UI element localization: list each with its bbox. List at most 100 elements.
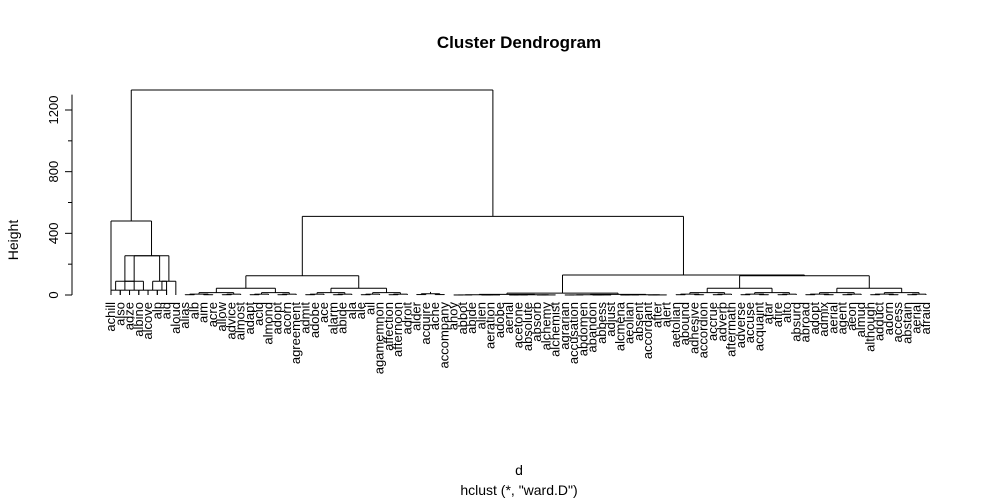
leaf-label: admix <box>816 302 831 337</box>
leaf-label: aerial <box>909 302 924 334</box>
leaf-label: aim <box>196 302 211 323</box>
leaf-label: advice <box>223 302 238 340</box>
leaf-label: afraid <box>918 302 933 335</box>
leaf-label: admit <box>297 302 312 334</box>
leaf-label: adopt <box>270 302 285 335</box>
leaf-label: accordion <box>696 302 711 358</box>
leaf-label: ala <box>344 301 359 319</box>
leaf-label: abide <box>335 302 350 334</box>
leaf-label: aeration <box>483 302 498 349</box>
leaf-label: abbess <box>594 302 609 344</box>
leaf-label: alcmena <box>612 301 627 351</box>
leaf-label: adorn <box>881 302 896 335</box>
leaf-label: abide <box>464 302 479 334</box>
leaf-label: accrue <box>705 302 720 341</box>
leaf-label: ahoy <box>446 302 461 331</box>
leaf-label: accordant <box>640 302 655 359</box>
dendrogram-tree <box>110 89 927 296</box>
leaf-label: acid <box>251 302 266 326</box>
leaf-label: alert <box>659 302 674 328</box>
leaf-label: adze <box>122 302 137 330</box>
leaf-label: accuse <box>742 302 757 343</box>
leaf-label: abound <box>677 302 692 345</box>
leaf-label: achill <box>103 302 118 332</box>
leaf-label: acre <box>205 302 220 327</box>
leaf-label: adobe <box>492 302 507 338</box>
leaf-label: adapt <box>242 302 257 335</box>
leaf-label: accusation <box>566 302 581 364</box>
leaf-label: albino <box>131 302 146 337</box>
y-axis-label: Height <box>5 220 21 261</box>
leaf-label: aeolian <box>622 302 637 344</box>
leaf-label: adverse <box>733 302 748 348</box>
leaf-label: aetolian <box>668 302 683 348</box>
leaf-label: ache <box>427 302 442 330</box>
leaf-label: abbot <box>455 302 470 335</box>
leaf-label: aeon <box>844 302 859 331</box>
leaf-label: after <box>649 301 664 328</box>
leaf-label: absolute <box>520 302 535 351</box>
leaf-label: also <box>112 302 127 326</box>
leaf-label: abdomen <box>575 302 590 356</box>
leaf-label: acquaint <box>751 302 766 352</box>
chart-title: Cluster Dendrogram <box>437 33 601 52</box>
leaf-label: adroit <box>399 302 414 335</box>
x-axis-label: d <box>515 462 523 478</box>
leaf-label: alien <box>473 302 488 329</box>
leaf-label: absurd <box>788 302 803 342</box>
leaf-label: alarm <box>325 302 340 335</box>
leaf-label: adjust <box>603 302 618 337</box>
leaf-label: although <box>862 302 877 352</box>
leaf-label: afternoon <box>390 302 405 357</box>
leaf-label: alias <box>177 302 192 329</box>
leaf-label: affection <box>381 302 396 351</box>
leaf-label: alp <box>149 302 164 319</box>
leaf-label: almud <box>853 302 868 337</box>
leaf-label: aerial <box>501 302 516 334</box>
subtitle: hclust (*, "ward.D") <box>460 482 577 498</box>
leaf-label: alb <box>186 302 201 319</box>
leaf-label: aid <box>159 302 174 319</box>
y-tick-label: 0 <box>46 291 61 298</box>
leaf-label: alchemist <box>548 302 563 357</box>
leaf-label: access <box>890 302 905 343</box>
leaf-label: abandon <box>585 302 600 353</box>
leaf-label: almond <box>260 302 275 345</box>
leaf-label: adverb <box>714 302 729 342</box>
y-tick-label: 400 <box>46 222 61 244</box>
leaf-label: aftermath <box>724 302 739 357</box>
leaf-label: agamemnon <box>372 302 387 374</box>
y-tick-label: 800 <box>46 161 61 183</box>
leaf-label: adopt <box>807 302 822 335</box>
leaf-label: accompany <box>436 302 451 369</box>
leaf-label: ale <box>353 302 368 319</box>
leaf-label: aloud <box>168 302 183 334</box>
leaf-label: afar <box>761 301 776 324</box>
leaf-label: absent <box>631 302 646 341</box>
y-axis: 0 400 800 1200 <box>46 94 73 299</box>
leaf-label: abstain <box>899 302 914 344</box>
leaf-label: alcove <box>140 302 155 340</box>
leaf-label: alchemy <box>538 302 553 351</box>
leaf-label: ail <box>362 302 377 315</box>
leaf-label: allow <box>214 301 229 331</box>
leaf-label: agent <box>835 302 850 335</box>
y-tick-label: 1200 <box>46 96 61 125</box>
leaf-label: alder <box>409 301 424 331</box>
leaf-label: absorb <box>529 302 544 342</box>
leaf-label: acetone <box>511 302 526 348</box>
leaf-label: aerial <box>825 302 840 334</box>
leaf-label: adduct <box>872 302 887 341</box>
leaf-label: adhesive <box>686 302 701 354</box>
leaf-label: acorn <box>279 302 294 335</box>
leaf-labels: achillalsoadzealbinoalcovealpaidaloudali… <box>103 301 933 374</box>
leaf-label: agreement <box>288 302 303 365</box>
leaf-label: adobe <box>307 302 322 338</box>
leaf-label: agrarian <box>557 302 572 350</box>
leaf-label: almost <box>233 302 248 341</box>
leaf-label: ace <box>316 302 331 323</box>
leaf-label: acquire <box>418 302 433 345</box>
leaf-label: abroad <box>798 302 813 342</box>
leaf-label: alto <box>779 302 794 323</box>
